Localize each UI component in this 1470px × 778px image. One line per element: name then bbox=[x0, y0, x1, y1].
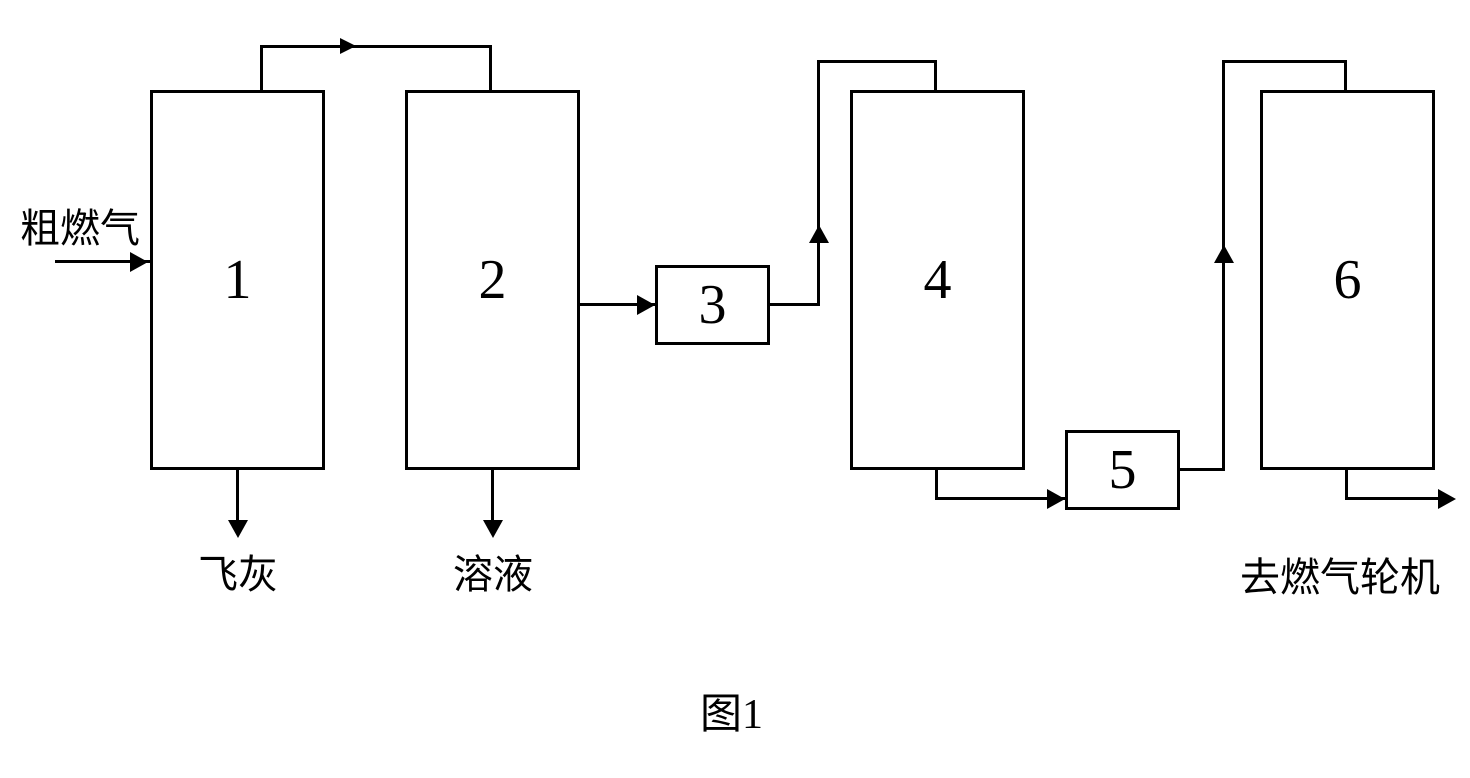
box2-bottom-label: 溶液 bbox=[453, 542, 533, 600]
box1-bottom-line bbox=[236, 470, 239, 525]
box-4: 4 bbox=[850, 90, 1025, 470]
box-5: 5 bbox=[1065, 430, 1180, 510]
line-1-2-h bbox=[260, 45, 492, 48]
line-3-4-v1 bbox=[817, 60, 820, 306]
box-3-label: 3 bbox=[699, 273, 727, 337]
box-2: 2 bbox=[405, 90, 580, 470]
arrow-4-5 bbox=[1047, 489, 1065, 509]
line-1-2-v1 bbox=[260, 45, 263, 90]
line-5-6-v2 bbox=[1344, 60, 1347, 90]
box-5-label: 5 bbox=[1109, 438, 1137, 502]
line-3-4-h2 bbox=[817, 60, 937, 63]
box2-bottom-arrow bbox=[483, 520, 503, 538]
box1-bottom-label: 飞灰 bbox=[198, 542, 278, 600]
box-3: 3 bbox=[655, 265, 770, 345]
arrow-output bbox=[1438, 489, 1456, 509]
arrow-5-6-up bbox=[1214, 245, 1234, 263]
line-5-6-h2 bbox=[1222, 60, 1347, 63]
line-3-4-h bbox=[770, 303, 820, 306]
line-1-2-v2 bbox=[489, 45, 492, 90]
box-4-label: 4 bbox=[924, 248, 952, 312]
line-output-v bbox=[1345, 470, 1348, 500]
arrow-input-head bbox=[130, 252, 148, 272]
line-5-6-v bbox=[1222, 60, 1225, 471]
line-1-2-arrow bbox=[340, 38, 356, 54]
box-1: 1 bbox=[150, 90, 325, 470]
line-output-h bbox=[1345, 497, 1445, 500]
arrow-3-4-up bbox=[809, 225, 829, 243]
line-4-5-v bbox=[935, 470, 938, 500]
arrow-2-3 bbox=[637, 295, 655, 315]
figure-label: 图1 bbox=[700, 680, 763, 741]
box2-bottom-line bbox=[491, 470, 494, 525]
line-4-5-h bbox=[935, 497, 1065, 500]
output-label: 去燃气轮机 bbox=[1240, 545, 1440, 603]
box1-bottom-arrow bbox=[228, 520, 248, 538]
box-6: 6 bbox=[1260, 90, 1435, 470]
line-3-4-v2 bbox=[934, 60, 937, 90]
line-5-6-h1 bbox=[1180, 468, 1225, 471]
box-1-label: 1 bbox=[224, 248, 252, 312]
input-label: 粗燃气 bbox=[20, 196, 140, 254]
box-6-label: 6 bbox=[1334, 248, 1362, 312]
box-2-label: 2 bbox=[479, 248, 507, 312]
